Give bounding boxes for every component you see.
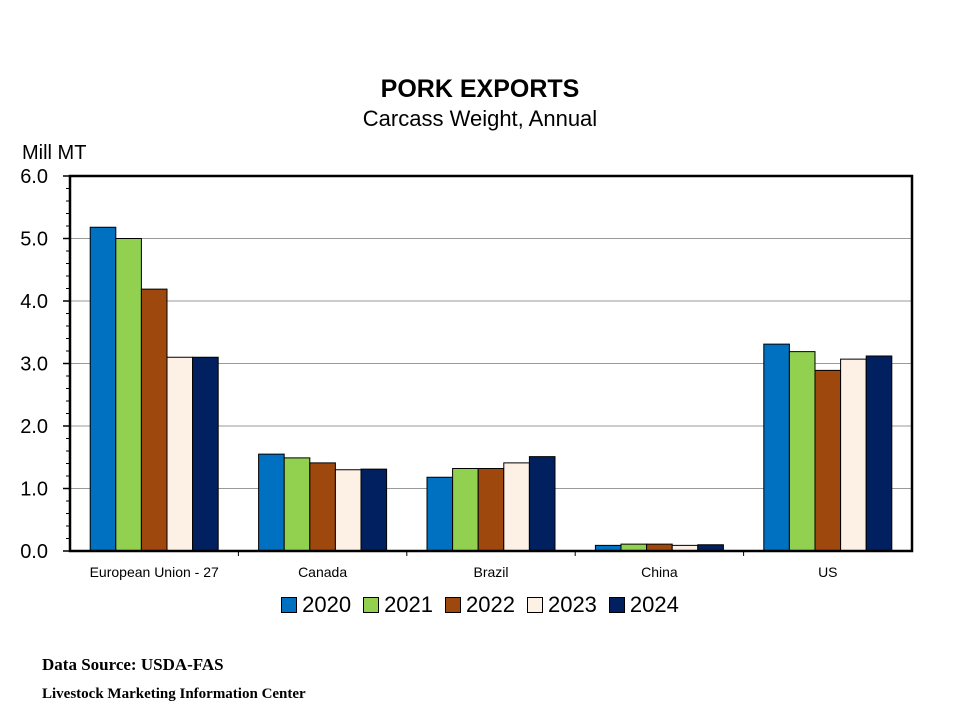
bar-2020-brazil xyxy=(426,476,454,552)
legend-label: 2020 xyxy=(302,592,352,617)
y-axis-unit-label: Mill MT xyxy=(22,142,87,164)
bar-2024-us xyxy=(865,355,893,552)
legend-label: 2021 xyxy=(384,592,434,617)
chart-title: PORK EXPORTS xyxy=(380,75,580,103)
plot-frame xyxy=(68,174,914,553)
legend-item-2020: 2020 xyxy=(281,592,351,618)
bar-2021-european-union-27 xyxy=(115,238,142,552)
x-category-label: US xyxy=(818,564,837,580)
y-tick-label: 1.0 xyxy=(20,479,48,501)
y-tick-label: 6.0 xyxy=(20,166,48,188)
chart-subtitle: Carcass Weight, Annual xyxy=(362,106,598,131)
bar-2022-canada xyxy=(309,462,336,552)
y-tick-label: 5.0 xyxy=(20,229,48,251)
legend-label: 2022 xyxy=(466,592,515,617)
legend-label: 2024 xyxy=(629,592,679,617)
legend-swatch xyxy=(281,597,298,613)
x-category-label: Canada xyxy=(298,564,347,580)
bar-2023-brazil xyxy=(503,462,530,552)
bar-2022-brazil xyxy=(477,468,505,552)
bar-2020-us xyxy=(763,343,790,552)
legend-swatch xyxy=(445,597,462,613)
legend-swatch xyxy=(526,597,543,613)
bar-2021-us xyxy=(788,351,816,552)
bar-2022-european-union-27 xyxy=(140,288,168,552)
legend-swatch xyxy=(608,597,625,613)
x-category-label: European Union - 27 xyxy=(90,564,219,580)
y-tick-label: 3.0 xyxy=(20,354,48,376)
legend-item-2023: 2023 xyxy=(526,592,597,618)
y-tick-label: 0.0 xyxy=(20,541,48,563)
legend-item-2024: 2024 xyxy=(608,592,679,618)
bar-2021-brazil xyxy=(452,468,479,552)
bar-2021-canada xyxy=(283,457,311,552)
legend-item-2022: 2022 xyxy=(445,592,515,618)
x-category-label: Brazil xyxy=(473,564,508,580)
chart-legend: 2020 2021 2022 2023 2024 xyxy=(0,592,960,618)
y-tick-label: 4.0 xyxy=(20,291,48,313)
bar-2022-us xyxy=(814,369,842,552)
legend-swatch xyxy=(363,597,380,613)
bar-2024-canada xyxy=(360,468,388,552)
bar-2023-canada xyxy=(334,469,362,552)
y-tick-label: 2.0 xyxy=(20,416,48,438)
x-category-label: China xyxy=(641,564,678,580)
bar-2023-european-union-27 xyxy=(166,356,194,552)
bar-2024-european-union-27 xyxy=(192,356,219,552)
organization-credit: Livestock Marketing Information Center xyxy=(42,686,306,702)
legend-label: 2023 xyxy=(547,592,597,617)
bar-2020-canada xyxy=(258,453,285,552)
legend-item-2021: 2021 xyxy=(363,592,433,618)
bar-2023-us xyxy=(840,358,867,552)
data-source-note: Data Source: USDA-FAS xyxy=(42,655,224,674)
bar-2024-brazil xyxy=(528,456,556,552)
bar-2020-european-union-27 xyxy=(89,226,117,552)
